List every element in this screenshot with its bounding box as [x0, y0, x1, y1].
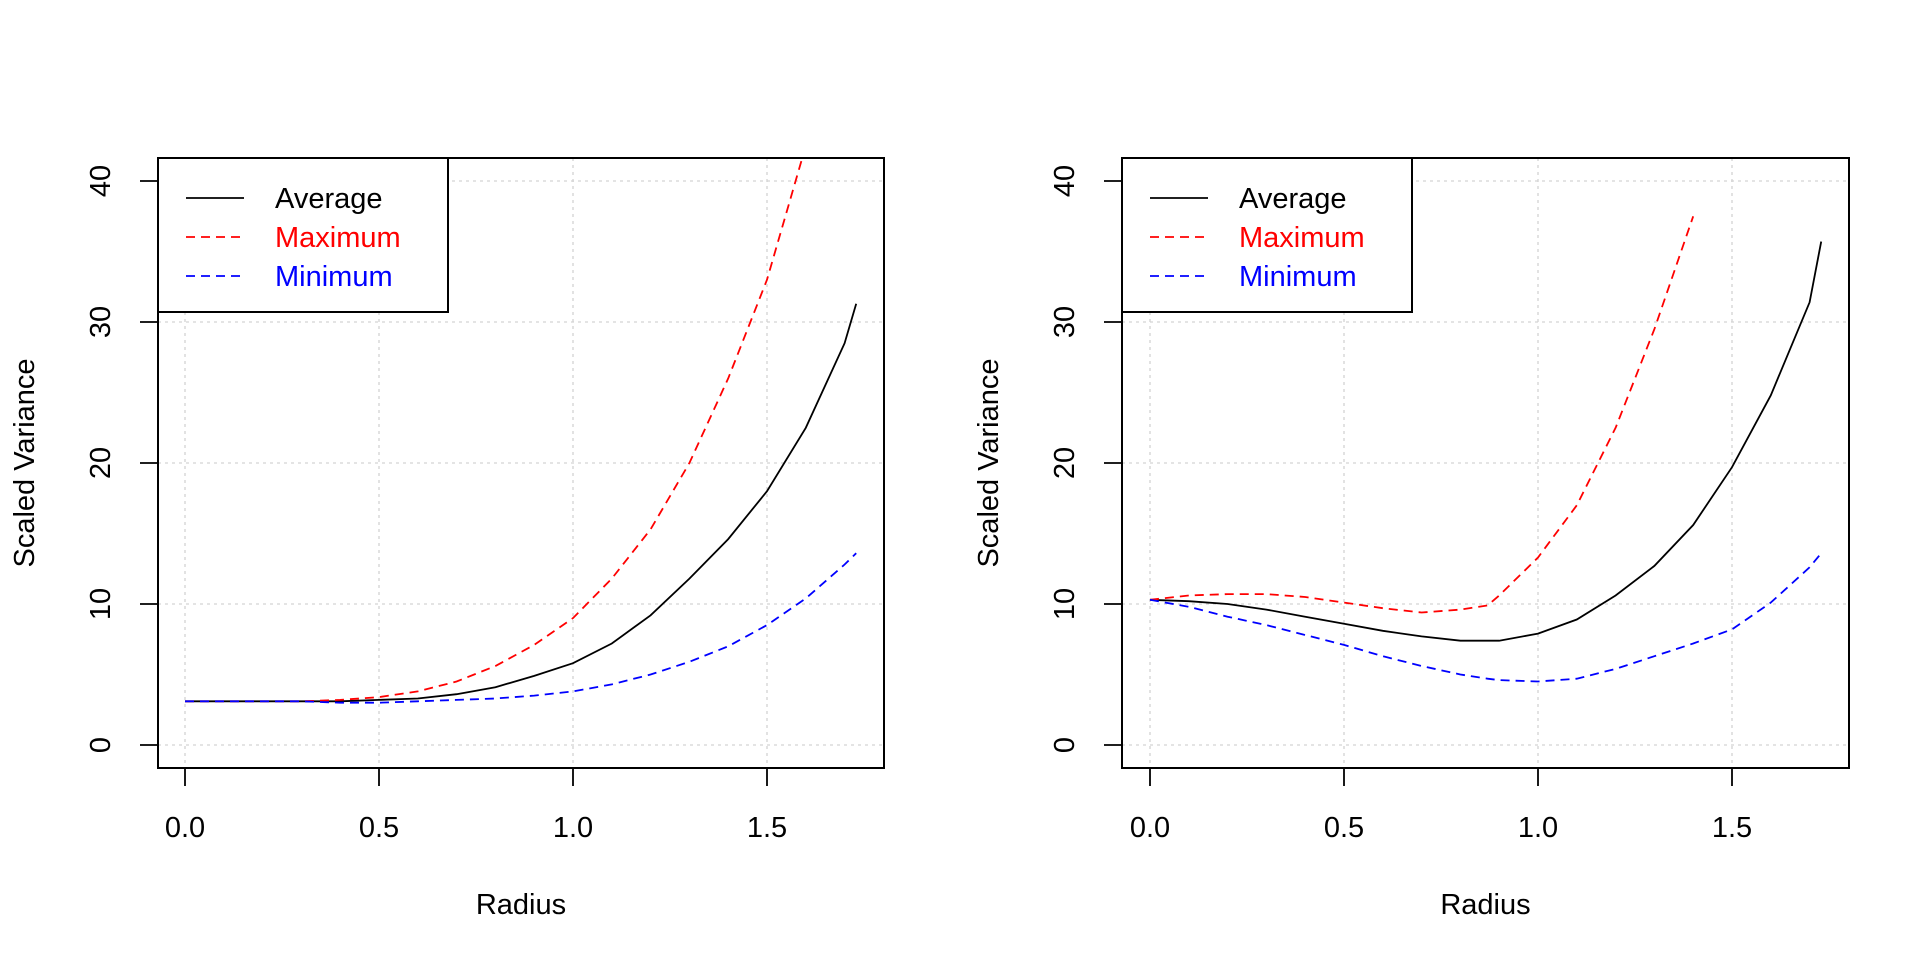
- legend-label-maximum: Maximum: [1239, 222, 1365, 254]
- legend-label-minimum: Minimum: [275, 261, 393, 293]
- x-tick-label: 1.5: [747, 812, 787, 844]
- legend-label-average: Average: [1239, 183, 1347, 215]
- y-tick-label: 20: [85, 447, 117, 479]
- x-axis-label: Radius: [1440, 889, 1530, 921]
- y-tick-label: 10: [1049, 588, 1081, 620]
- x-tick-label: 1.5: [1712, 812, 1752, 844]
- legend-label-maximum: Maximum: [275, 222, 401, 254]
- y-tick-label: 30: [1049, 306, 1081, 338]
- chart-panel-left: 0.0 0.5 1.0 1.5 0 10 20 30 40 Radius Scaled Varian…: [9, 157, 885, 921]
- x-tick-label: 0.0: [1130, 812, 1170, 844]
- series-line-minimum: [185, 552, 857, 704]
- legend-label-minimum: Minimum: [1239, 261, 1357, 293]
- y-axis-label: Scaled Variance: [973, 358, 1005, 567]
- legend-label-average: Average: [275, 183, 383, 215]
- y-tick-label: 30: [85, 306, 117, 338]
- y-axis-label: Scaled Variance: [9, 358, 41, 567]
- y-tick-label: 40: [85, 165, 117, 197]
- y-tick-label: 40: [1049, 165, 1081, 197]
- series-line-average: [185, 303, 858, 703]
- y-tick-label: 10: [85, 588, 117, 620]
- series-line-maximum: [185, 158, 804, 703]
- x-tick-label: 0.0: [165, 812, 205, 844]
- x-axis-label: Radius: [476, 889, 566, 921]
- x-tick-label: 1.0: [553, 812, 593, 844]
- series-line-maximum: [1149, 216, 1695, 614]
- legend-box: [1121, 157, 1413, 313]
- y-tick-label: 0: [1049, 737, 1081, 753]
- legend: Average Maximum Minimum: [157, 157, 449, 313]
- x-tick-label: 0.5: [359, 812, 399, 844]
- series-line-average: [1149, 241, 1823, 642]
- series-line-minimum: [1149, 552, 1822, 683]
- legend: Average Maximum Minimum: [1121, 157, 1413, 313]
- chart-panel-right: 0.0 0.5 1.0 1.5 0 10 20 30 40 Radius Scaled Varian…: [973, 157, 1850, 921]
- y-tick-label: 0: [85, 737, 117, 753]
- y-tick-label: 20: [1049, 447, 1081, 479]
- x-tick-label: 1.0: [1518, 812, 1558, 844]
- legend-box: [157, 157, 449, 313]
- x-tick-label: 0.5: [1324, 812, 1364, 844]
